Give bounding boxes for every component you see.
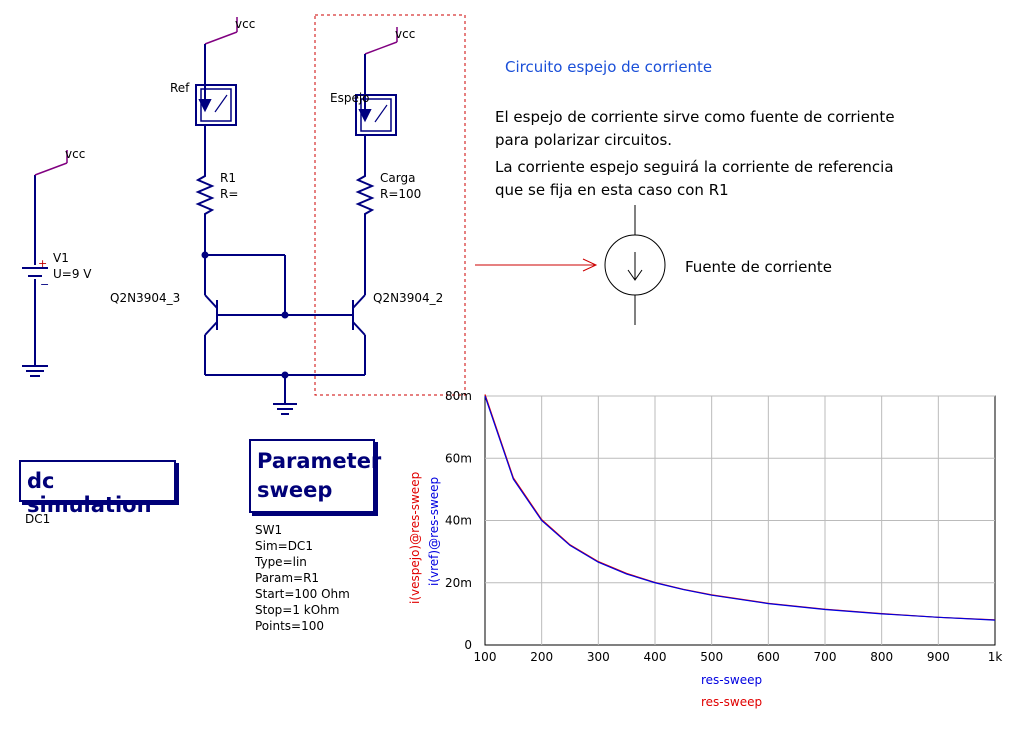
vcc-icon (364, 27, 398, 55)
current-source-label: Fuente de corriente (685, 258, 832, 276)
y-tick-label: 20m (445, 576, 472, 590)
dc-simulation-name: DC1 (25, 512, 51, 526)
v1-name: V1 (53, 251, 69, 265)
r1-name: R1 (220, 171, 236, 185)
vcc-label: vcc (65, 147, 86, 161)
y-tick-label: 60m (445, 451, 472, 465)
vcc-icon (34, 150, 68, 176)
sweep-prop: SW1 (255, 523, 283, 537)
x-tick-label: 600 (757, 650, 780, 664)
description-line: para polarizar circuitos. (495, 131, 673, 149)
ammeter-ref[interactable] (195, 84, 237, 126)
ground-icon (22, 365, 48, 377)
sweep-title-line: sweep (257, 478, 333, 502)
y-tick-label: 40m (445, 514, 472, 528)
voltage-source-v1[interactable] (22, 175, 48, 365)
x-tick-label: 200 (530, 650, 553, 664)
x-tick-label: 300 (587, 650, 610, 664)
x-tick-label: 400 (644, 650, 667, 664)
sweep-title-line: Parameter (257, 449, 382, 473)
mirror-highlight-box (314, 14, 466, 396)
x-tick-label: 800 (870, 650, 893, 664)
current-source-icon (604, 205, 666, 325)
sweep-prop: Points=100 (255, 619, 325, 633)
description-line: que se fija en esta caso con R1 (495, 181, 729, 199)
r1-value: R= (220, 187, 239, 201)
sweep-prop: Type=lin (255, 555, 307, 569)
load-value: R=100 (380, 187, 422, 201)
sweep-prop: Start=100 Ohm (255, 587, 350, 601)
resistor-load[interactable] (355, 172, 375, 217)
ammeter-mirror-label: Espejo (330, 91, 370, 105)
resistor-r1[interactable] (195, 172, 215, 217)
series-line (484, 395, 996, 621)
x-axis-label: res-sweep (701, 695, 763, 709)
q-left-label: Q2N3904_3 (110, 291, 181, 305)
v1-value: U=9 V (53, 267, 92, 281)
vcc-label: vcc (395, 27, 416, 41)
sweep-properties: SW1 Sim=DC1 Type=lin Param=R1 Start=100 … (255, 522, 350, 634)
sweep-prop: Param=R1 (255, 571, 320, 585)
x-tick-label: 700 (814, 650, 837, 664)
y-axis-label-vref: i(vref)@res-sweep (427, 476, 441, 586)
x-tick-label: 1k (988, 650, 1003, 664)
x-axis-label: res-sweep (701, 673, 763, 687)
vcc-label: vcc (235, 17, 256, 31)
sweep-chart[interactable]: 100 200 300 400 500 600 700 800 900 1k 0 20m 40m 60m 8… (445, 389, 1002, 664)
ground-icon (273, 403, 297, 415)
ammeter-ref-label: Ref (170, 81, 190, 95)
x-tick-label: 500 (700, 650, 723, 664)
y-axis-label-vespejo: i(vespejo)@res-sweep (408, 471, 422, 604)
sweep-prop: Stop=1 kOhm (255, 603, 340, 617)
dc-simulation-title: dc simulation (27, 469, 152, 517)
y-tick-label: 80m (445, 389, 472, 403)
description-line: El espejo de corriente sirve como fuente… (495, 108, 895, 126)
vcc-icon (204, 17, 238, 45)
x-tick-label: 100 (474, 650, 497, 664)
minus-sign: − (40, 278, 50, 291)
dc-simulation-block[interactable]: dc simulation (19, 460, 176, 517)
transistor-q-right[interactable] (345, 294, 366, 336)
plus-sign: + (38, 257, 48, 270)
description-line: La corriente espejo seguirá la corriente… (495, 158, 894, 176)
transistor-q-left[interactable] (204, 294, 237, 336)
x-tick-label: 900 (927, 650, 950, 664)
q-right-label: Q2N3904_2 (373, 291, 444, 305)
sweep-prop: Sim=DC1 (255, 539, 313, 553)
parameter-sweep-block[interactable]: Parameter sweep (249, 439, 382, 513)
load-name: Carga (380, 171, 416, 185)
ammeter-mirror[interactable] (355, 94, 397, 136)
page-title: Circuito espejo de corriente (505, 58, 713, 76)
arrow-icon (475, 258, 598, 272)
y-tick-label: 0 (464, 638, 472, 652)
